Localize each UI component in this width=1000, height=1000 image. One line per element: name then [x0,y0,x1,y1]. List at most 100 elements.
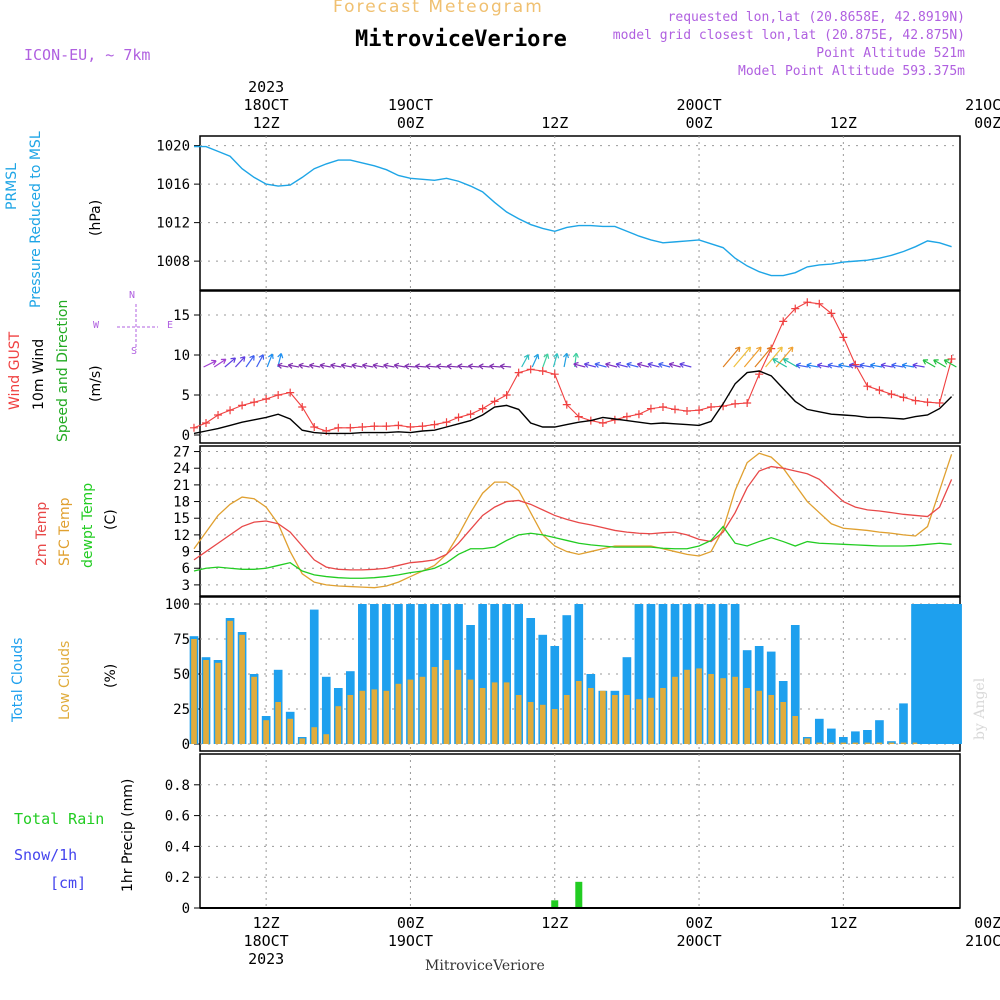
temperature-ytick-label: 6 [182,561,190,577]
total-clouds-bar [490,604,499,744]
low-clouds-bar [660,688,666,744]
low-clouds-bar [467,679,474,744]
low-clouds-bar [624,695,630,744]
wind-direction-arrow [298,362,310,369]
model-name: ICON-EU, ~ 7km [24,46,151,64]
top-time-label: 2023 [248,78,284,96]
top-time-label: 12Z [830,114,857,132]
low-clouds-bar [744,688,750,744]
wind-direction-arrow [383,362,395,369]
gust-marker [683,407,692,415]
gust-marker [791,304,800,313]
wind-direction-arrow [668,361,681,368]
low-clouds-bar [708,674,714,744]
total-clouds-bar [941,604,950,744]
wind-direction-arrow [583,361,597,368]
bottom-time-label: 00Z [397,914,424,932]
gust-marker [262,395,271,403]
wind-direction-arrow [414,363,427,370]
low-clouds-bar [900,742,907,744]
total-clouds-bar [418,604,427,744]
low-clouds-bar [816,742,823,744]
low-clouds-bar [527,702,534,744]
total-clouds-bar [839,737,848,744]
total-clouds-bar [634,604,644,744]
wind-direction-arrow [446,363,459,370]
gust-marker [550,370,559,379]
wind-direction-arrow [743,346,762,368]
low-clouds-bar [840,742,847,744]
total-clouds-bar [718,604,728,744]
total-clouds-bar [790,625,800,744]
low-clouds-bar [792,716,799,744]
bottom-time-label: 00Z [686,914,713,932]
total-clouds-bar [899,703,908,744]
gust-marker [418,422,427,431]
gust-marker [298,403,307,411]
gust-marker [202,419,211,427]
low-clouds-bar [732,676,738,744]
low-clouds-bar [780,702,787,744]
wind-direction-arrow [467,363,480,370]
low-clouds-bar [636,699,642,744]
total-clouds-bar [478,604,487,744]
low-clouds-bar [419,676,426,744]
wind-direction-arrow [425,363,437,370]
total-clouds-bar [953,604,962,744]
wind-direction-arrow [679,361,692,368]
low-clouds-bar [371,689,378,744]
wind-direction-arrow [880,362,893,369]
low-clouds-bar [311,727,318,744]
pressure-ytick-label: 1020 [156,139,190,155]
low-clouds-bar [287,718,294,744]
gust-marker [839,333,848,342]
wind-direction-arrow [869,362,883,369]
snow-unit-label: [cm] [50,874,87,892]
total-clouds-bar [730,604,740,744]
low-clouds-bar [191,639,197,744]
wind-direction-arrow [309,362,321,369]
wind-ytick-label: 5 [182,388,190,404]
bottom-time-label: 2023 [248,950,284,968]
low-clouds-bar [876,742,883,744]
gust-marker [490,397,499,406]
top-time-label: 20OCT [676,96,721,114]
wind10m-line [193,370,953,435]
total-clouds-bar [917,604,926,744]
wind-direction-arrow [372,362,384,369]
pressure-panel-frame [199,135,961,291]
gust-marker [827,309,836,318]
bottom-time-label: 18OCT [244,932,289,950]
wind-direction-arrow [256,354,265,368]
wind-direction-arrow [795,362,809,369]
wind-direction-arrow [457,363,469,370]
wind-direction-arrow [626,361,639,368]
pressure-ytick-label: 1012 [156,216,190,232]
gust-marker [310,423,319,431]
gust-marker [214,411,223,419]
low-clouds-bar [347,695,354,744]
low-clouds-bar [479,688,486,744]
wind-direction-arrow [234,356,246,368]
bottom-time-label: 20OCT [676,932,721,950]
footer-station: MitroviceVeriore [425,958,545,974]
gust-line [193,301,953,432]
low-clouds-bar [804,738,811,744]
low-clouds-bar [612,695,618,744]
low-clouds-bar [515,695,522,744]
bottom-time-label: 12Z [541,914,568,932]
gust-marker [250,398,259,407]
low-clouds-bar [443,660,450,744]
total-clouds-bar [538,634,548,744]
temperature-ytick-label: 15 [173,511,190,527]
clouds-ytick-label: 0 [182,737,190,753]
wind-direction-arrow [266,353,274,368]
wind-direction-arrow [531,353,540,368]
low-clouds-bar [407,679,414,744]
total-clouds-bar [851,731,860,744]
low-clouds-bar [648,697,654,744]
precip-ytick-label: 0.2 [165,870,190,886]
total-clouds-bar [526,618,536,744]
rain-label: Total Rain [14,810,105,828]
gust-marker [358,423,367,431]
